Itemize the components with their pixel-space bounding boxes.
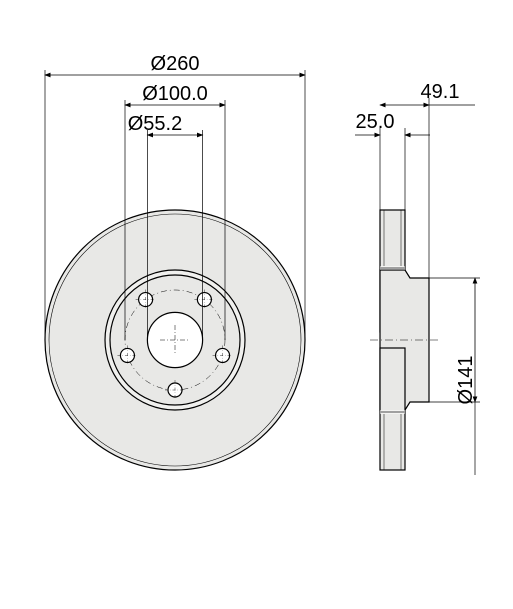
dim-label-hub: Ø141 [455,356,477,405]
dim-label-bolt-circle: Ø100.0 [142,83,208,105]
drawing-canvas: Ø260 Ø100.0 Ø55.2 25.0 49.1 Ø141 [0,0,513,609]
side-view [370,210,440,470]
dim-label-thickness: 25.0 [356,111,395,133]
dim-label-outer: Ø260 [151,53,200,75]
dim-label-bore: Ø55.2 [128,113,182,135]
brake-disc-drawing: Ø260 Ø100.0 Ø55.2 25.0 49.1 Ø141 [0,0,513,609]
front-view [45,210,305,470]
dim-label-hat: 49.1 [421,81,460,103]
